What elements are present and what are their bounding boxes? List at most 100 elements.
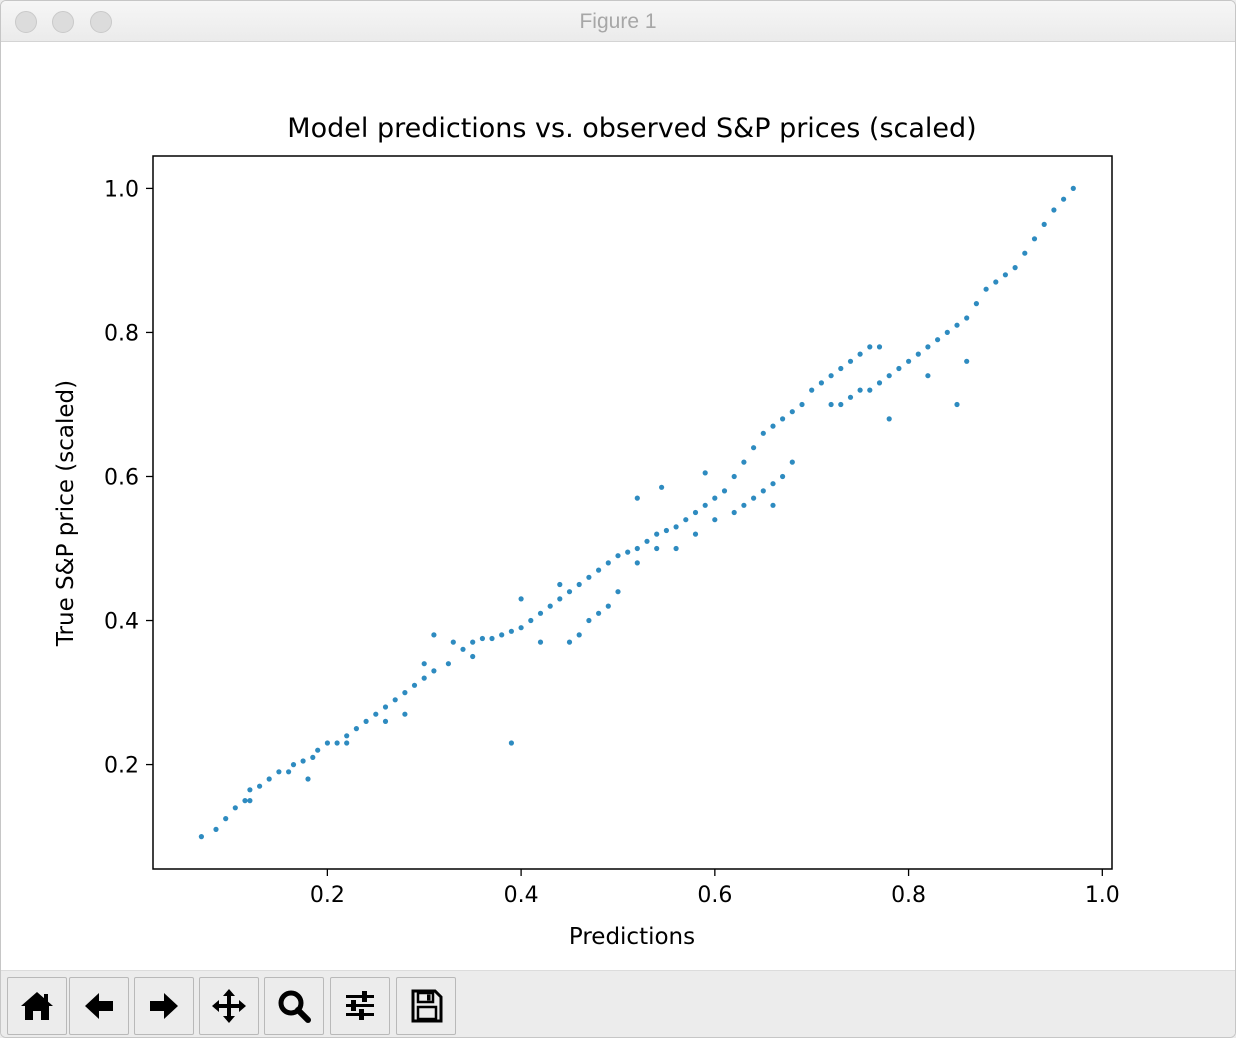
zoom-window-button[interactable] <box>90 11 112 33</box>
scatter-point <box>290 762 297 768</box>
scatter-point <box>508 628 514 634</box>
scatter-point <box>973 301 980 307</box>
pan-button[interactable] <box>199 977 259 1035</box>
scatter-point <box>1051 207 1057 213</box>
scatter-point <box>857 387 863 393</box>
scatter-point <box>983 286 989 292</box>
scatter-point <box>760 430 766 436</box>
scatter-point <box>692 531 699 537</box>
scatter-point <box>198 834 204 840</box>
scatter-point <box>499 632 505 638</box>
close-window-button[interactable] <box>15 11 37 33</box>
scatter-point <box>402 690 408 696</box>
scatter-point <box>964 358 970 364</box>
scatter-point <box>382 704 389 710</box>
scatter-point <box>625 549 631 555</box>
x-tick-label: 0.8 <box>891 883 926 908</box>
scatter-point <box>537 639 544 645</box>
scatter-point <box>896 365 902 372</box>
scatter-point <box>886 373 892 379</box>
sliders-icon <box>346 991 374 1020</box>
scatter-point <box>1031 236 1038 242</box>
scatter-point <box>300 758 306 764</box>
scatter-point <box>557 596 563 602</box>
scatter-point <box>344 733 350 739</box>
scatter-point <box>605 603 611 609</box>
scatter-point <box>925 373 931 379</box>
home-button[interactable] <box>7 977 67 1035</box>
scatter-point <box>993 279 999 285</box>
figure-canvas: Model predictions vs. observed S&P price… <box>1 42 1235 970</box>
save-button[interactable] <box>396 977 456 1035</box>
scatter-point <box>799 401 805 408</box>
scatter-point <box>596 610 602 616</box>
scatter-point <box>751 445 757 451</box>
scatter-point <box>838 365 844 372</box>
scatter-point <box>566 589 573 595</box>
scatter-point <box>445 661 451 667</box>
scatter-point <box>450 639 456 645</box>
scatter-point <box>324 740 330 746</box>
x-tick-label: 0.2 <box>310 883 345 908</box>
scatter-point <box>780 416 786 422</box>
scatter-point <box>257 783 263 789</box>
scatter-point <box>508 740 514 746</box>
scatter-point <box>344 740 350 746</box>
scatter-point <box>906 358 912 364</box>
zoom-button[interactable] <box>264 977 324 1035</box>
scatter-point <box>1070 185 1076 191</box>
scatter-point <box>731 509 737 516</box>
x-axis-ticks: 0.2 0.4 0.6 0.8 1.0 <box>310 869 1120 908</box>
scatter-point <box>315 747 321 753</box>
scatter-point <box>557 581 563 588</box>
scatter-point <box>867 344 873 350</box>
scatter-point <box>712 495 718 501</box>
scatter-point <box>310 754 316 761</box>
scatter-point <box>828 401 834 408</box>
scatter-point <box>1012 265 1018 271</box>
scatter-point <box>741 459 747 465</box>
scatter-point <box>634 545 640 552</box>
scatter-point <box>770 423 776 429</box>
scatter-point <box>692 509 699 516</box>
plot-frame <box>152 155 1113 870</box>
scatter-point <box>654 545 660 552</box>
scatter-point <box>334 740 340 746</box>
scatter-point <box>470 639 476 645</box>
forward-button[interactable] <box>134 977 194 1035</box>
scatter-point <box>286 769 292 775</box>
scatter-point <box>876 380 883 386</box>
scatter-point <box>925 344 931 350</box>
scatter-point <box>644 538 650 544</box>
back-button[interactable] <box>69 977 129 1035</box>
scatter-point <box>789 459 795 465</box>
scatter-point <box>276 769 282 775</box>
configure-subplots-button[interactable] <box>330 977 390 1035</box>
scatter-point <box>741 502 747 508</box>
scatter-point <box>770 502 776 508</box>
scatter-point <box>828 373 834 379</box>
scatter-point <box>518 596 524 602</box>
scatter-chart: Model predictions vs. observed S&P price… <box>53 113 1120 950</box>
scatter-point <box>402 711 408 717</box>
scatter-point <box>683 517 689 523</box>
x-tick-label: 0.6 <box>697 883 732 908</box>
y-tick-label: 1.0 <box>104 177 139 202</box>
minimize-window-button[interactable] <box>52 11 74 33</box>
scatter-point <box>634 495 640 501</box>
scatter-point <box>634 560 640 566</box>
scatter-point <box>305 776 311 782</box>
scatter-point <box>867 387 873 393</box>
scatter-point <box>702 502 708 508</box>
scatter-point <box>731 473 737 480</box>
scatter-point <box>712 517 718 523</box>
scatter-point <box>615 553 621 559</box>
scatter-point <box>247 787 253 793</box>
scatter-point <box>760 488 766 494</box>
scatter-point <box>915 351 921 357</box>
scatter-point <box>954 401 960 408</box>
scatter-point <box>1041 221 1047 227</box>
scatter-point <box>1002 272 1009 278</box>
y-tick-label: 0.6 <box>104 465 139 490</box>
floppy-disk-icon <box>411 989 443 1023</box>
